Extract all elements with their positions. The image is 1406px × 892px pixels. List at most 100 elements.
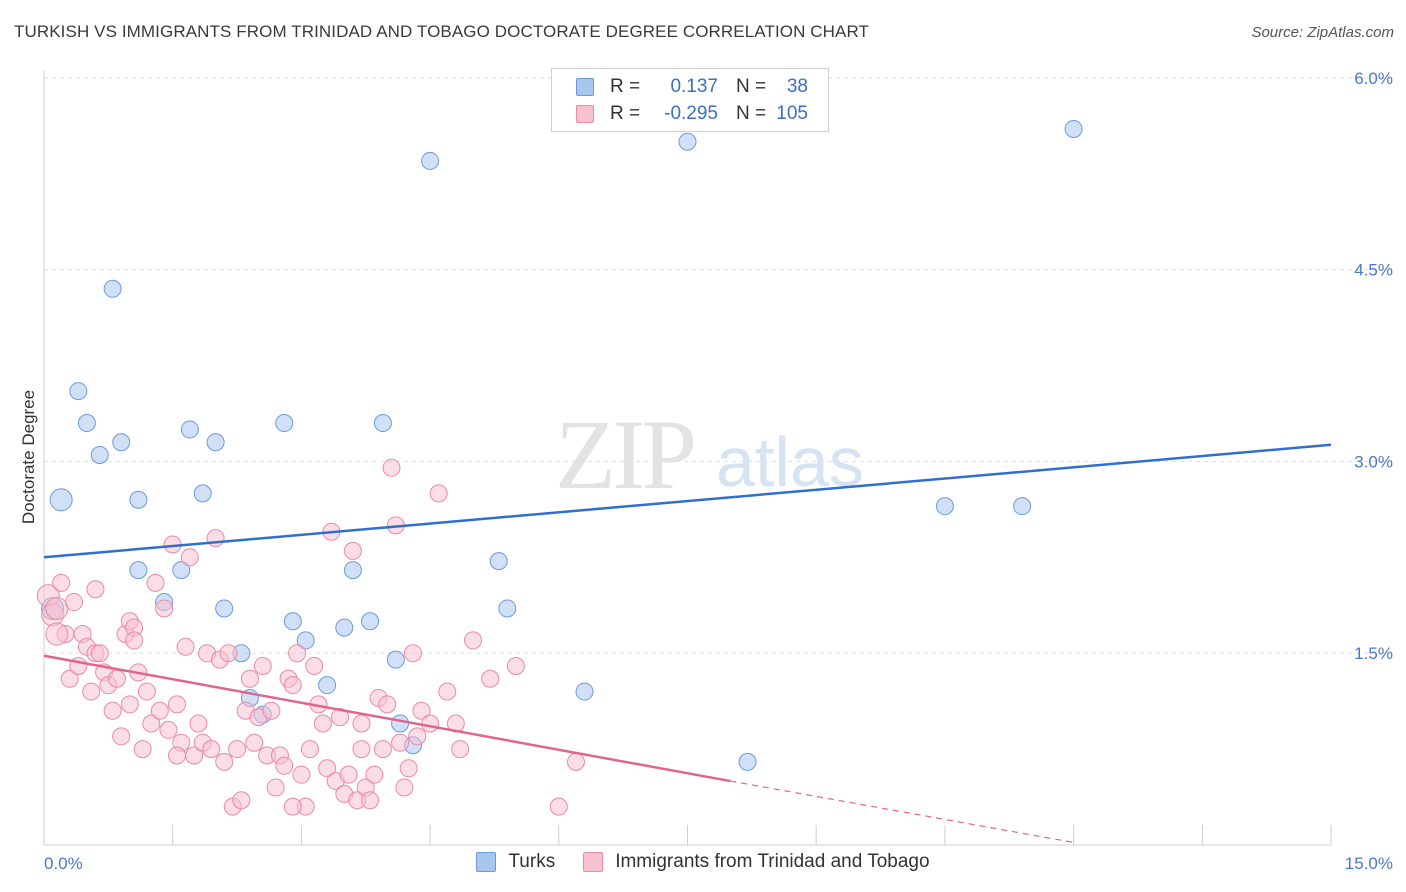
point-trinidad (421, 714, 440, 733)
point-trinidad (202, 740, 221, 759)
point-trinidad (82, 682, 101, 701)
point-trinidad (150, 701, 169, 720)
legend-row-trinidad: R = -0.295 N = 105 (576, 102, 808, 126)
legend-swatch-trinidad (583, 852, 604, 872)
legend-swatch-turks (576, 78, 594, 96)
tick-labels: 1.5% 3.0% 4.5% 6.0% 0.0% 15.0% (44, 69, 1393, 873)
point-turks (206, 433, 225, 452)
point-trinidad (52, 573, 71, 592)
point-turks (343, 561, 362, 580)
point-turks (1064, 119, 1083, 138)
y-tick-label: 4.5% (1354, 261, 1393, 280)
point-turks (1013, 497, 1032, 516)
point-turks (49, 488, 73, 512)
point-trinidad (245, 733, 264, 752)
legend-label-turks: Turks (508, 851, 556, 872)
axes (43, 70, 1331, 846)
point-trinidad (288, 644, 307, 663)
point-turks (69, 382, 88, 401)
point-trinidad (292, 765, 311, 784)
point-trinidad (262, 701, 281, 720)
legend-n-value: 105 (776, 103, 808, 124)
legend-swatch-trinidad (576, 105, 594, 123)
point-turks (738, 752, 757, 771)
point-trinidad (180, 548, 199, 567)
point-trinidad (232, 791, 251, 810)
point-turks (575, 682, 594, 701)
chart-title: TURKISH VS IMMIGRANTS FROM TRINIDAD AND … (14, 22, 870, 41)
point-trinidad (464, 631, 482, 650)
watermark-zip: ZIP (555, 399, 693, 510)
point-trinidad (313, 714, 332, 733)
point-trinidad (142, 714, 161, 733)
point-trinidad (112, 727, 131, 746)
point-turks (77, 414, 96, 433)
point-turks (318, 676, 337, 695)
point-turks (498, 599, 517, 618)
legend-r-label: R = (610, 103, 641, 124)
point-trinidad (549, 797, 568, 816)
y-tick-label: 3.0% (1354, 452, 1393, 471)
point-trinidad (365, 765, 384, 784)
point-trinidad (155, 599, 174, 618)
point-turks (391, 714, 410, 733)
legend-n-label: N = (736, 76, 767, 97)
legend-r-label: R = (610, 76, 641, 97)
point-trinidad (378, 695, 397, 714)
point-turks (129, 561, 148, 580)
point-trinidad (408, 727, 427, 746)
point-trinidad (215, 752, 234, 771)
point-trinidad (60, 669, 79, 688)
point-trinidad (373, 740, 392, 759)
legend-item-trinidad[interactable]: Immigrants from Trinidad and Tobago (583, 851, 930, 873)
legend-r-value: 0.137 (670, 76, 718, 97)
y-tick-label: 1.5% (1354, 644, 1393, 663)
legend-row-turks: R = 0.137 N = 38 (576, 75, 808, 99)
point-trinidad (159, 720, 178, 739)
legend-item-turks[interactable]: Turks (476, 851, 555, 873)
point-trinidad (506, 656, 525, 675)
legend-label-trinidad: Immigrants from Trinidad and Tobago (615, 851, 930, 872)
point-trinidad (176, 637, 195, 656)
point-trinidad (305, 656, 324, 675)
trend-line-turks (43, 443, 1332, 559)
point-trinidad (352, 714, 371, 733)
point-trinidad (399, 759, 418, 778)
point-turks (90, 446, 109, 465)
point-trinidad (107, 669, 126, 688)
point-turks (678, 132, 697, 151)
point-turks (180, 420, 199, 439)
point-turks (935, 497, 954, 516)
point-turks (373, 414, 392, 433)
point-trinidad (451, 740, 470, 759)
point-turks (112, 433, 131, 452)
point-turks (335, 618, 354, 637)
x-tick-label: 15.0% (1345, 854, 1393, 873)
series-legend: Turks Immigrants from Trinidad and Tobag… (0, 851, 1406, 873)
point-trinidad (86, 580, 105, 599)
point-turks (296, 631, 315, 650)
point-turks (103, 279, 122, 298)
point-trinidad (339, 765, 358, 784)
point-trinidad (275, 756, 294, 775)
point-trinidad (65, 593, 84, 612)
data-points (36, 119, 1083, 816)
point-trinidad (133, 740, 152, 759)
point-turks (172, 561, 191, 580)
point-turks (361, 612, 380, 631)
point-trinidad (412, 701, 431, 720)
point-turks (283, 612, 302, 631)
point-trinidad (45, 622, 69, 646)
legend-r-value: -0.295 (664, 103, 718, 124)
point-trinidad (189, 714, 208, 733)
point-trinidad (283, 797, 302, 816)
point-trinidad (125, 631, 144, 650)
point-turks (489, 552, 508, 571)
point-trinidad (146, 573, 165, 592)
point-trinidad (395, 778, 414, 797)
point-trinidad (120, 695, 139, 714)
point-trinidad (343, 541, 362, 560)
point-trinidad (429, 484, 448, 503)
point-trinidad (137, 682, 156, 701)
legend-n-value: 38 (786, 76, 808, 97)
